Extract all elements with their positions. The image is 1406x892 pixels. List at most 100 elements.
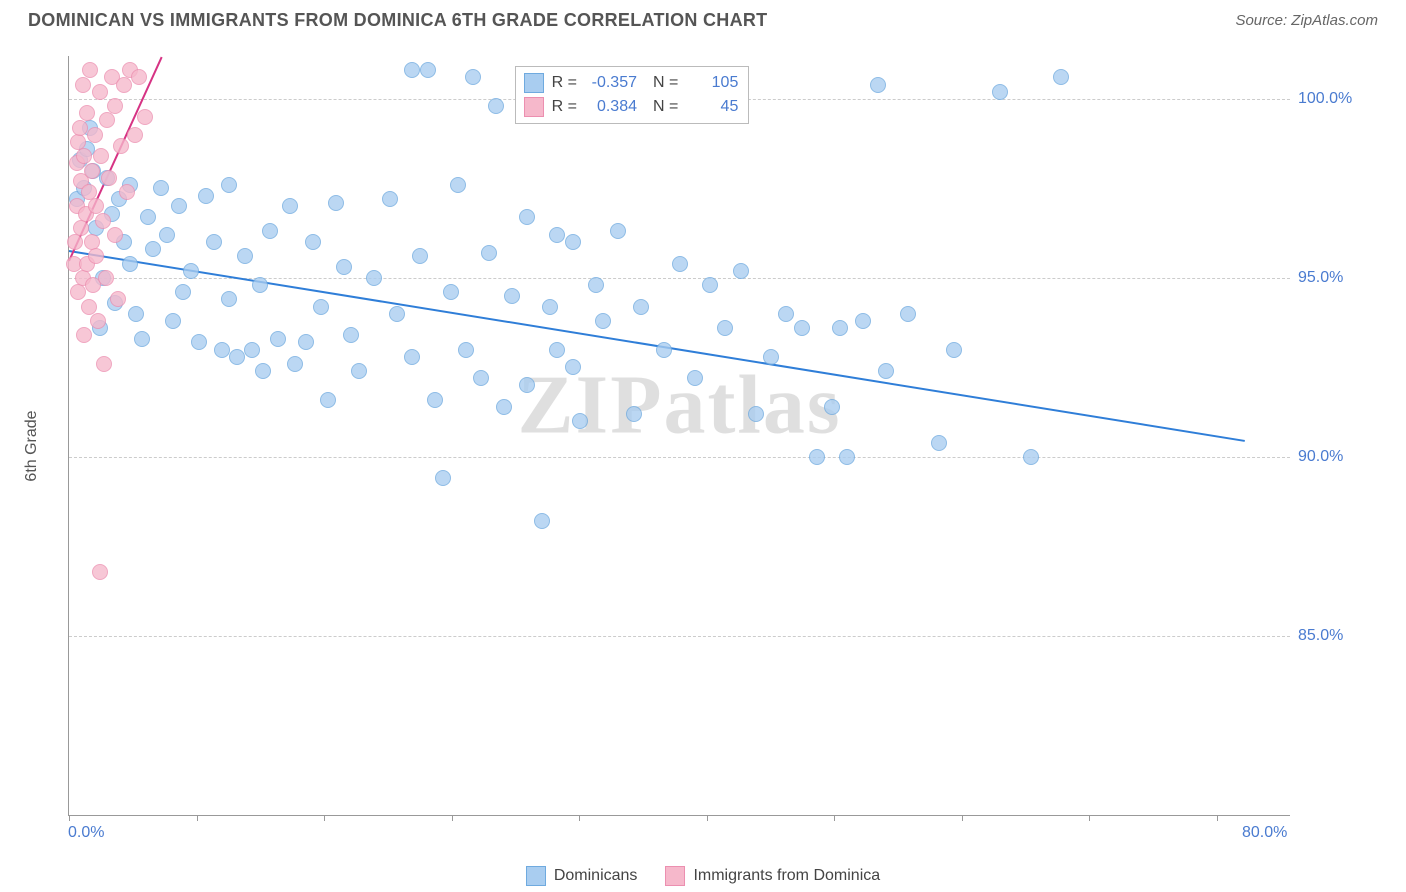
- data-point: [496, 399, 512, 415]
- data-point: [255, 363, 271, 379]
- bottom-legend: Dominicans Immigrants from Dominica: [0, 866, 1406, 886]
- x-tick-mark: [69, 815, 70, 821]
- data-point: [504, 288, 520, 304]
- data-point: [88, 248, 104, 264]
- data-point: [458, 342, 474, 358]
- x-tick-mark: [834, 815, 835, 821]
- data-point: [70, 284, 86, 300]
- stats-legend: R =-0.357N =105R =0.384N =45: [515, 66, 750, 124]
- data-point: [404, 62, 420, 78]
- data-point: [824, 399, 840, 415]
- data-point: [488, 98, 504, 114]
- x-tick-mark: [1217, 815, 1218, 821]
- data-point: [131, 69, 147, 85]
- n-label: N =: [653, 74, 678, 92]
- data-point: [90, 313, 106, 329]
- data-point: [159, 227, 175, 243]
- data-point: [931, 435, 947, 451]
- data-point: [588, 277, 604, 293]
- r-label: R =: [552, 98, 577, 116]
- data-point: [519, 377, 535, 393]
- data-point: [672, 256, 688, 272]
- x-tick-mark: [452, 815, 453, 821]
- x-axis-max: 80.0%: [1242, 824, 1287, 842]
- data-point: [96, 356, 112, 372]
- data-point: [565, 234, 581, 250]
- data-point: [633, 299, 649, 315]
- data-point: [443, 284, 459, 300]
- data-point: [116, 77, 132, 93]
- legend-item: Dominicans: [526, 866, 638, 886]
- data-point: [1023, 449, 1039, 465]
- data-point: [412, 248, 428, 264]
- data-point: [1053, 69, 1069, 85]
- data-point: [214, 342, 230, 358]
- data-point: [343, 327, 359, 343]
- y-tick-label: 90.0%: [1298, 448, 1370, 466]
- data-point: [473, 370, 489, 386]
- y-axis-label: 6th Grade: [23, 410, 41, 481]
- data-point: [67, 234, 83, 250]
- x-tick-mark: [962, 815, 963, 821]
- n-value: 105: [686, 74, 738, 92]
- data-point: [171, 198, 187, 214]
- y-tick-label: 100.0%: [1298, 90, 1370, 108]
- data-point: [878, 363, 894, 379]
- data-point: [93, 148, 109, 164]
- gridline: [69, 636, 1290, 637]
- x-axis-min: 0.0%: [68, 824, 104, 842]
- data-point: [95, 213, 111, 229]
- data-point: [244, 342, 260, 358]
- data-point: [81, 299, 97, 315]
- data-point: [206, 234, 222, 250]
- data-point: [519, 209, 535, 225]
- data-point: [101, 170, 117, 186]
- data-point: [107, 227, 123, 243]
- legend-item: Immigrants from Dominica: [665, 866, 880, 886]
- data-point: [534, 513, 550, 529]
- data-point: [82, 62, 98, 78]
- data-point: [282, 198, 298, 214]
- r-label: R =: [552, 74, 577, 92]
- data-point: [79, 105, 95, 121]
- data-point: [435, 470, 451, 486]
- x-tick-mark: [1089, 815, 1090, 821]
- data-point: [572, 413, 588, 429]
- data-point: [336, 259, 352, 275]
- data-point: [839, 449, 855, 465]
- data-point: [237, 248, 253, 264]
- data-point: [113, 138, 129, 154]
- data-point: [305, 234, 321, 250]
- data-point: [481, 245, 497, 261]
- data-point: [687, 370, 703, 386]
- data-point: [313, 299, 329, 315]
- n-value: 45: [686, 98, 738, 116]
- data-point: [450, 177, 466, 193]
- data-point: [134, 331, 150, 347]
- data-point: [427, 392, 443, 408]
- data-point: [153, 180, 169, 196]
- data-point: [198, 188, 214, 204]
- data-point: [992, 84, 1008, 100]
- data-point: [420, 62, 436, 78]
- data-point: [809, 449, 825, 465]
- data-point: [298, 334, 314, 350]
- source-attribution: Source: ZipAtlas.com: [1235, 12, 1378, 29]
- data-point: [794, 320, 810, 336]
- data-point: [140, 209, 156, 225]
- data-point: [72, 120, 88, 136]
- data-point: [328, 195, 344, 211]
- data-point: [127, 127, 143, 143]
- data-point: [465, 69, 481, 85]
- data-point: [73, 220, 89, 236]
- data-point: [98, 270, 114, 286]
- data-point: [626, 406, 642, 422]
- data-point: [351, 363, 367, 379]
- gridline: [69, 457, 1290, 458]
- data-point: [229, 349, 245, 365]
- data-point: [763, 349, 779, 365]
- data-point: [366, 270, 382, 286]
- r-value: 0.384: [585, 98, 637, 116]
- x-tick-mark: [707, 815, 708, 821]
- data-point: [76, 327, 92, 343]
